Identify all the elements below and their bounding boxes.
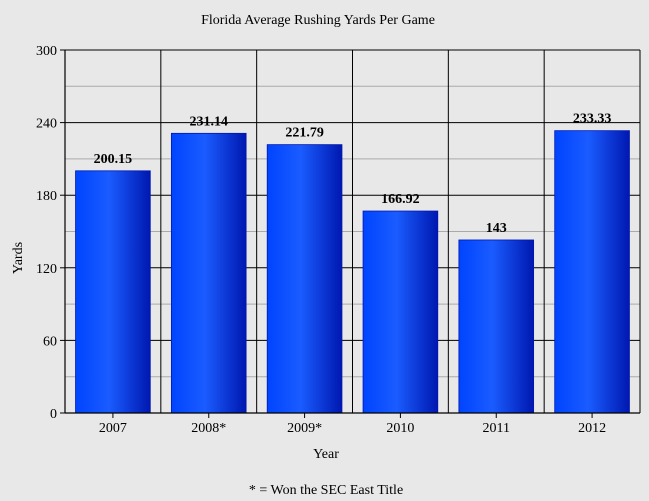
y-tick-label: 240	[36, 117, 57, 132]
y-tick-label: 120	[36, 262, 57, 277]
bar	[362, 210, 439, 414]
x-axis-label: Year	[313, 447, 339, 462]
bar-value-label: 233.33	[573, 112, 612, 127]
bar-value-label: 221.79	[285, 126, 324, 141]
bar	[554, 130, 630, 414]
bars	[75, 130, 630, 414]
chart-title: Florida Average Rushing Yards Per Game	[201, 13, 435, 28]
x-tick-label: 2008*	[191, 421, 226, 436]
x-tick-label: 2012	[578, 421, 606, 436]
x-tick-label: 2010	[386, 421, 414, 436]
axes: 0 60 120 180 240 300 2007 2008* 2009* 2010 2011 201…	[36, 44, 640, 436]
bar	[266, 144, 343, 414]
y-tick-label: 180	[36, 189, 57, 204]
value-labels: 200.15 231.14 221.79 166.92 143 233.33	[94, 112, 612, 236]
x-tick-label: 2009*	[287, 421, 322, 436]
y-axis-label: Yards	[11, 242, 26, 274]
bar	[170, 132, 247, 414]
bar	[458, 239, 535, 414]
grid	[64, 49, 641, 414]
y-tick-label: 60	[43, 334, 57, 349]
y-tick-label: 300	[36, 44, 57, 59]
bar-value-label: 200.15	[94, 152, 133, 167]
bar-value-label: 231.14	[190, 114, 229, 129]
x-tick-label: 2007	[99, 421, 127, 436]
bar-value-label: 143	[486, 221, 507, 236]
y-tick-label: 0	[50, 407, 57, 422]
bar	[75, 170, 151, 414]
x-tick-label: 2011	[483, 421, 510, 436]
bar-value-label: 166.92	[381, 192, 420, 207]
footnote: * = Won the SEC East Title	[249, 483, 403, 498]
